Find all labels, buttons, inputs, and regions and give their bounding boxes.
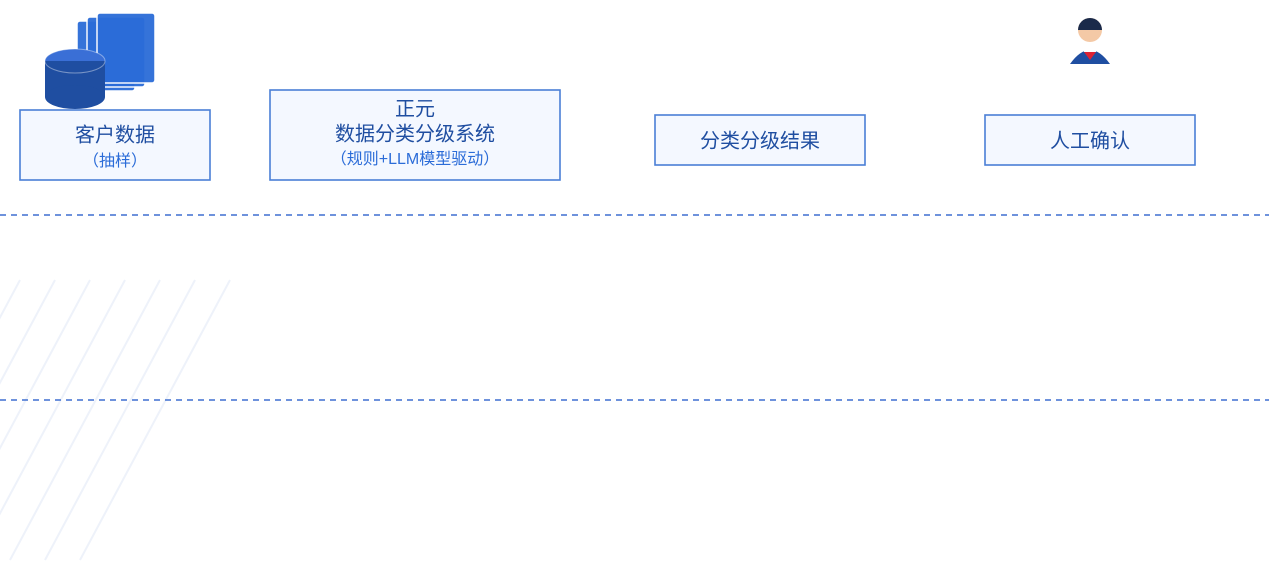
svg-text:分类分级结果: 分类分级结果 — [700, 129, 820, 152]
human-confirm-box: 人工确认 — [985, 115, 1195, 165]
svg-text:（抽样）: （抽样） — [83, 152, 147, 170]
svg-text:人工确认: 人工确认 — [1050, 129, 1130, 152]
svg-text:正元: 正元 — [395, 98, 435, 120]
svg-text:客户数据: 客户数据 — [75, 123, 155, 146]
classification-system-box: 正元数据分类分级系统 （规则+LLM模型驱动） — [270, 90, 560, 180]
svg-text:数据分类分级系统: 数据分类分级系统 — [335, 122, 495, 145]
person-icon — [1070, 18, 1110, 64]
svg-text:（规则+LLM模型驱动）: （规则+LLM模型驱动） — [331, 150, 499, 168]
customer-data-box: 客户数据 （抽样） — [20, 110, 210, 180]
classification-result-box: 分类分级结果 — [655, 115, 865, 165]
database-stack-icon — [45, 13, 155, 109]
